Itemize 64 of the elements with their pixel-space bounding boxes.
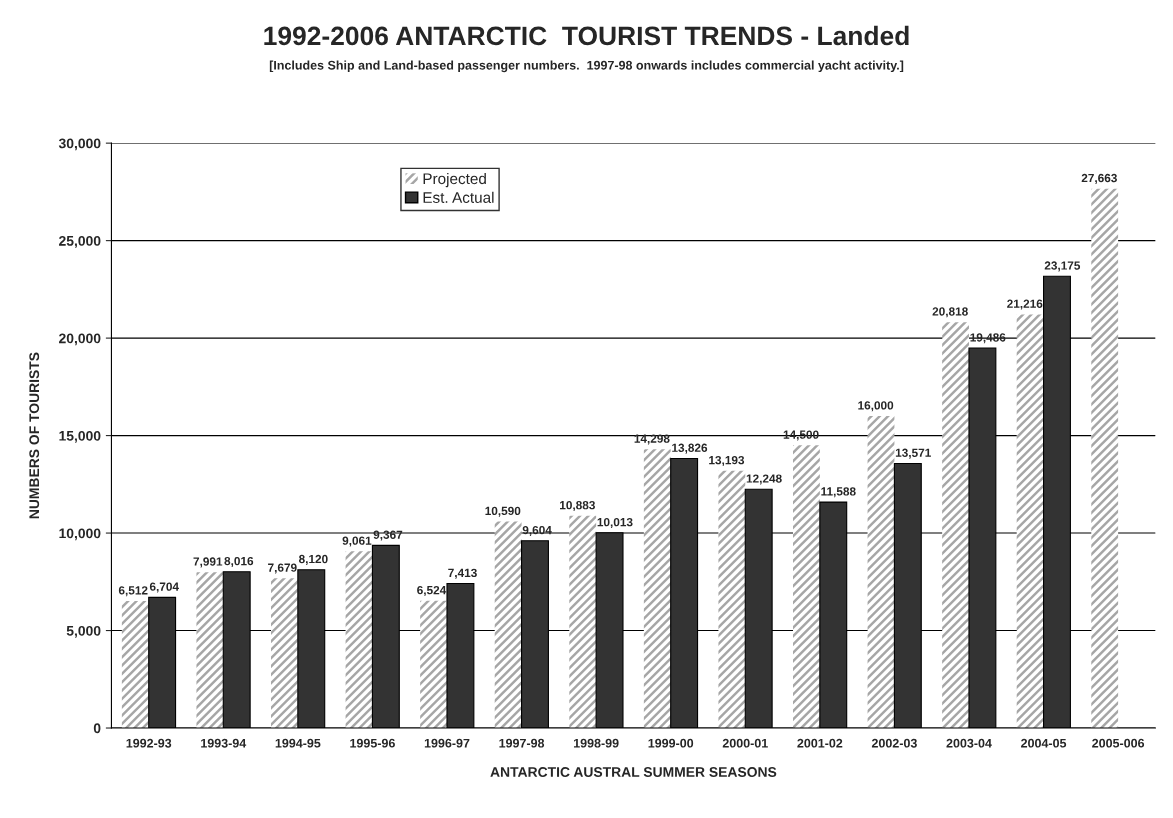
- bar: [1091, 188, 1119, 729]
- bar: [643, 449, 671, 729]
- bar: [1016, 314, 1044, 729]
- data-label: 14,298: [634, 434, 670, 445]
- x-tick-label: 1997-98: [499, 738, 545, 748]
- x-tick-label: 2000-01: [722, 738, 768, 748]
- data-label: 7,679: [268, 563, 297, 574]
- data-label: 13,571: [895, 448, 931, 459]
- y-tick-label: 25,000: [59, 235, 101, 248]
- bar: [271, 578, 298, 729]
- y-tick-label: 30,000: [58, 138, 101, 151]
- y-axis-title: NUMBERS OF TOURISTS: [29, 352, 40, 519]
- bar: [793, 445, 820, 729]
- data-label: 6,524: [417, 585, 447, 597]
- legend-label: Est. Actual: [423, 191, 494, 203]
- chart-subtitle: [Includes Ship and Land-based passenger numbers. 1997-98 onwards includes commercial yacht activity.]: [269, 60, 904, 73]
- x-tick-label: 2003-04: [946, 738, 992, 748]
- data-label: 13,193: [709, 455, 745, 467]
- data-label: 6,512: [118, 586, 148, 597]
- data-label: 10,013: [597, 517, 633, 529]
- x-tick-label: 1993-94: [201, 738, 247, 748]
- y-tick-label: 5,000: [66, 625, 101, 638]
- data-label: 13,826: [672, 443, 708, 454]
- bar: [345, 551, 373, 729]
- bar: [942, 322, 969, 729]
- y-tick-label: 20,000: [59, 333, 101, 346]
- bar: [196, 572, 224, 729]
- bar: [420, 600, 447, 729]
- x-tick-label: 1996-97: [424, 738, 470, 748]
- data-label: 10,883: [560, 500, 595, 512]
- data-label: 16,000: [858, 401, 894, 412]
- data-label: 7,413: [448, 568, 477, 579]
- data-label: 9,061: [342, 536, 372, 547]
- y-tick-label: 15,000: [59, 430, 101, 443]
- x-tick-label: 1992-93: [126, 738, 172, 748]
- bar: [718, 470, 746, 729]
- bar: [569, 515, 597, 729]
- data-label: 23,175: [1044, 261, 1081, 272]
- data-label: 12,248: [746, 474, 782, 485]
- y-tick-label: 10,000: [59, 528, 101, 541]
- x-tick-label: 2005-006: [1092, 738, 1145, 748]
- data-label: 6,704: [149, 582, 179, 593]
- bar: [121, 601, 149, 729]
- x-tick-label: 1998-99: [573, 738, 619, 748]
- bar: [867, 416, 895, 729]
- x-tick-label: 2002-03: [871, 738, 917, 748]
- y-tick-label: 0: [93, 723, 101, 734]
- data-label: 10,590: [485, 506, 521, 517]
- bar: [494, 521, 522, 729]
- data-label: 7,991: [193, 557, 223, 568]
- x-tick-label: 2001-02: [797, 738, 843, 748]
- x-axis-title: ANTARCTIC AUSTRAL SUMMER SEASONS: [490, 767, 777, 777]
- data-label: 27,663: [1081, 173, 1117, 184]
- legend-label: Projected: [423, 172, 486, 188]
- x-tick-label: 2004-05: [1021, 738, 1067, 748]
- data-label: 21,216: [1007, 299, 1043, 310]
- x-tick-label: 1999-00: [648, 738, 694, 748]
- data-label: 20,818: [932, 307, 968, 318]
- x-tick-label: 1994-95: [275, 738, 321, 748]
- chart-title: 1992-2006 ANTARCTIC TOURIST TRENDS - Landed: [264, 25, 909, 46]
- data-label: 8,016: [224, 556, 254, 567]
- x-tick-label: 1995-96: [350, 738, 395, 748]
- data-label: 8,120: [298, 554, 328, 565]
- data-label: 11,588: [821, 487, 856, 498]
